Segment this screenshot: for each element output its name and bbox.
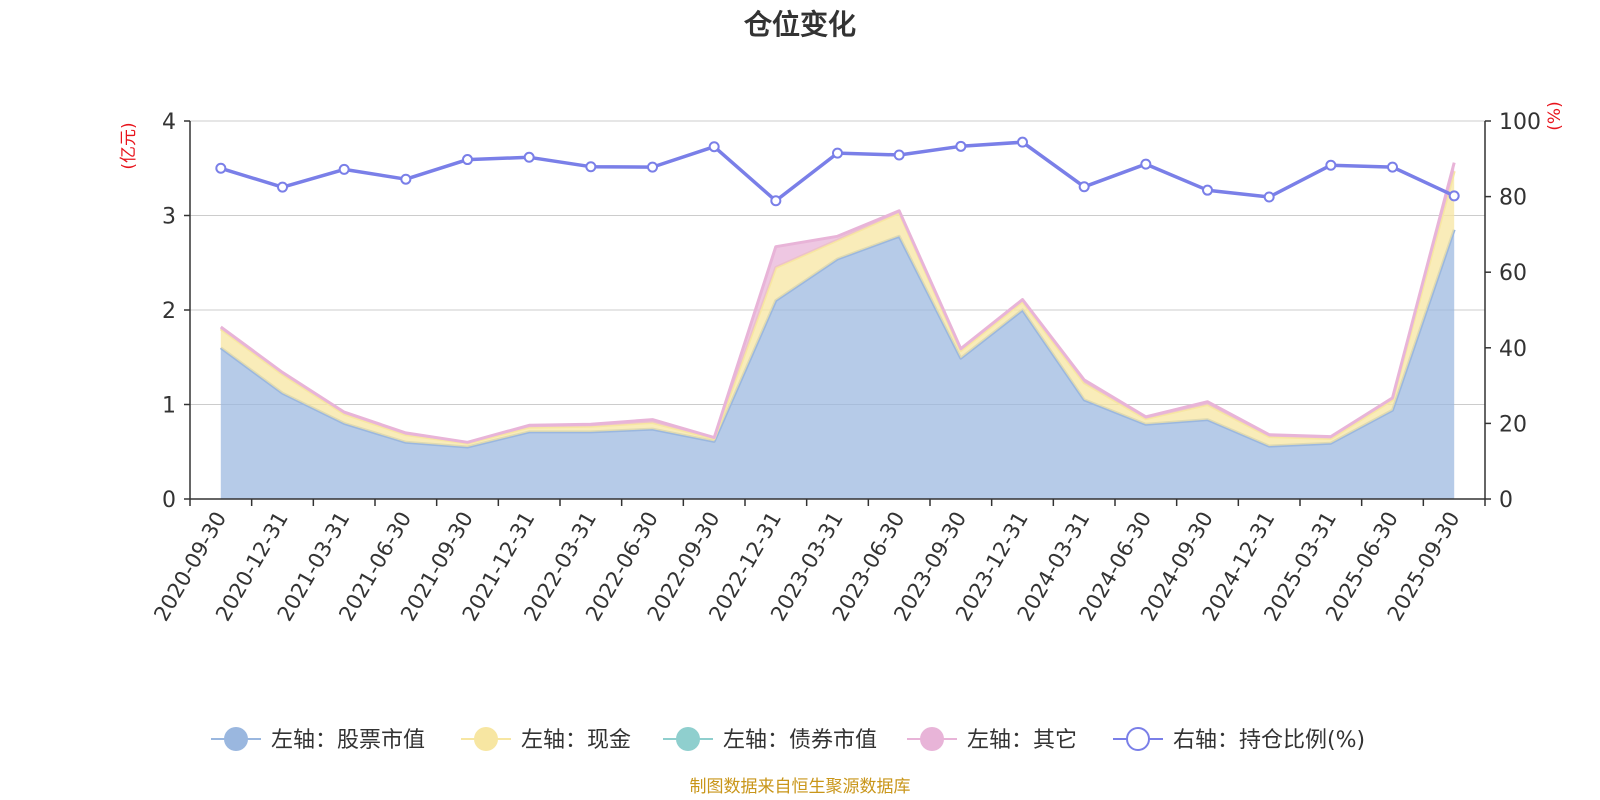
legend-label: 左轴：现金 xyxy=(521,728,631,753)
holding-ratio-point xyxy=(893,149,905,161)
right-axis-tick-label: 80 xyxy=(1499,186,1527,211)
holding-ratio-series xyxy=(215,136,1460,207)
legend-swatch-marker xyxy=(920,727,944,751)
holding-ratio-point xyxy=(523,151,535,163)
legend-label: 右轴：持仓比例(%) xyxy=(1173,728,1365,753)
holding-ratio-point xyxy=(1140,158,1152,170)
area-0 xyxy=(220,229,1455,499)
holding-ratio-point xyxy=(647,161,658,173)
data-source-note: 制图数据来自恒生聚源数据库 xyxy=(690,777,911,797)
holding-ratio-point xyxy=(462,154,473,166)
holding-ratio-point xyxy=(1387,161,1398,173)
holding-ratio-point xyxy=(832,147,843,159)
holding-ratio-point xyxy=(1325,159,1337,171)
holding-ratio-point xyxy=(277,181,288,193)
holding-ratio-point xyxy=(1263,191,1275,203)
left-axis-tick-label: 3 xyxy=(162,205,176,230)
holding-ratio-point xyxy=(215,162,227,174)
area-line-3 xyxy=(219,162,1456,444)
legend-swatch-marker xyxy=(1126,727,1150,751)
holding-ratio-point xyxy=(1448,190,1460,202)
holding-ratio-point xyxy=(1078,181,1090,193)
legend-swatch-marker xyxy=(474,727,498,751)
chart-title: 仓位变化 xyxy=(744,8,856,41)
right-axis-tick-label: 20 xyxy=(1499,412,1527,437)
right-axis-tick-label: 100 xyxy=(1499,110,1541,135)
legend-label: 左轴：其它 xyxy=(967,728,1077,753)
left-axis-tick-label: 1 xyxy=(162,394,176,419)
holding-ratio-point xyxy=(338,163,350,175)
right-axis-tick-label: 40 xyxy=(1499,337,1527,362)
holding-ratio-point xyxy=(400,173,412,185)
holding-ratio-point xyxy=(770,195,782,207)
stacked-areas xyxy=(219,162,1456,499)
right-axis-tick-label: 0 xyxy=(1499,488,1513,513)
legend: 左轴：股票市值 左轴：现金 左轴：债券市值 左轴：其它 右轴：持仓比例(%) xyxy=(211,727,1365,753)
right-axis-tick-label: 60 xyxy=(1499,261,1527,286)
left-axis-tick-label: 4 xyxy=(162,110,176,135)
holding-ratio-point xyxy=(708,141,720,153)
legend-swatch-marker xyxy=(224,727,248,751)
legend-label: 左轴：债券市值 xyxy=(723,728,877,753)
area-1 xyxy=(220,171,1455,447)
legend-label: 左轴：股票市值 xyxy=(271,728,425,753)
holding-ratio-point xyxy=(1202,184,1213,196)
right-axis-unit: (%) xyxy=(1545,101,1565,130)
holding-ratio-point xyxy=(955,140,967,152)
legend-swatch-marker xyxy=(676,727,700,751)
holding-ratio-point xyxy=(1017,136,1028,148)
left-axis-tick-label: 2 xyxy=(162,299,176,324)
left-axis-tick-label: 0 xyxy=(162,488,176,513)
holding-ratio-point xyxy=(585,161,597,173)
left-axis-unit: (亿元) xyxy=(119,122,139,169)
